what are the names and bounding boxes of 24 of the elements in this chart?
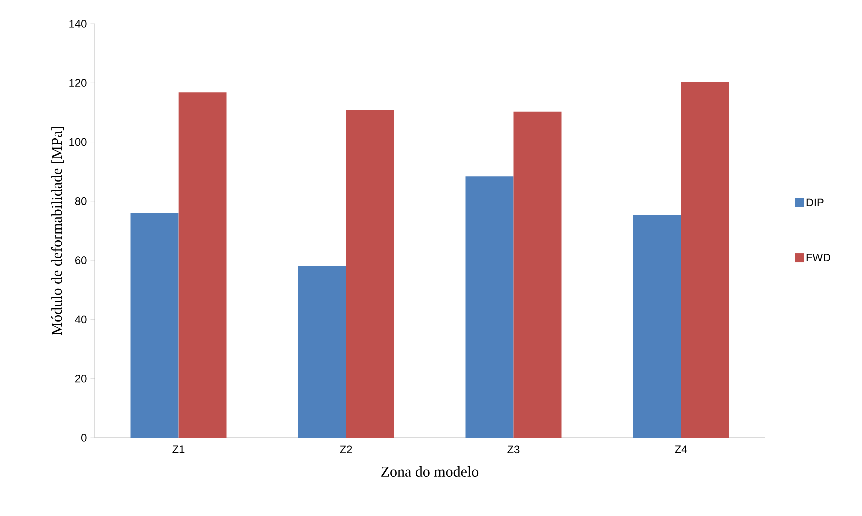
x-axis-title: Zona do modelo bbox=[382, 466, 479, 477]
bar bbox=[178, 92, 227, 438]
y-tick-label: 60 bbox=[76, 256, 87, 264]
y-tick-label: 0 bbox=[82, 434, 87, 442]
legend-label: FWD bbox=[806, 254, 831, 262]
y-tick-label: 120 bbox=[70, 79, 87, 88]
bar bbox=[514, 112, 562, 438]
bar bbox=[298, 266, 346, 438]
y-tick-label: 100 bbox=[70, 138, 87, 146]
x-tick-label: Z3 bbox=[508, 446, 520, 454]
y-axis-title: Módulo de deformabilidade [MPa] bbox=[51, 127, 64, 336]
bar bbox=[633, 215, 682, 438]
bar bbox=[130, 214, 179, 438]
bar bbox=[681, 82, 730, 438]
y-tick-label: 140 bbox=[70, 20, 87, 28]
x-tick-label: Z1 bbox=[172, 446, 185, 454]
x-tick-label: Z4 bbox=[675, 446, 688, 454]
y-tick-label: 20 bbox=[76, 374, 87, 383]
y-tick-label: 40 bbox=[75, 316, 87, 324]
legend-label: DIP bbox=[806, 198, 824, 206]
y-tick-label: 80 bbox=[75, 198, 87, 206]
x-tick-label: Z2 bbox=[340, 446, 352, 454]
bar bbox=[346, 110, 394, 438]
bar bbox=[466, 176, 514, 438]
